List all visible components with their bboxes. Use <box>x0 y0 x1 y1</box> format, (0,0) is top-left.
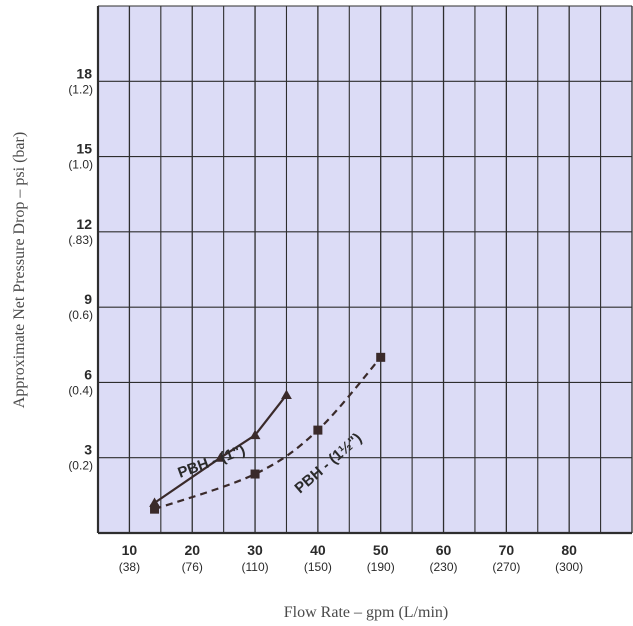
x-tick-label: 70 <box>499 542 515 558</box>
x-tick-sublabel: (190) <box>367 560 395 574</box>
y-tick-label: 9 <box>84 291 92 307</box>
x-tick-sublabel: (110) <box>241 560 268 574</box>
y-tick-label: 18 <box>76 65 92 81</box>
x-tick-label: 50 <box>373 542 389 558</box>
data-point-triangle <box>281 389 292 400</box>
x-tick-sublabel: (230) <box>430 560 458 574</box>
data-point-square <box>150 504 160 514</box>
y-tick-label: 15 <box>76 141 92 157</box>
x-tick-sublabel: (300) <box>555 560 583 574</box>
data-point-triangle <box>249 429 261 440</box>
y-tick-label: 12 <box>76 216 92 232</box>
y-tick-sublabel: (.83) <box>68 233 93 247</box>
x-axis-title: Flow Rate – gpm (L/min) <box>284 604 448 621</box>
x-tick-label: 60 <box>436 542 452 558</box>
series-group <box>149 352 386 514</box>
x-tick-label: 30 <box>247 542 263 558</box>
y-tick-label: 6 <box>84 366 92 382</box>
data-point-triangle <box>149 497 160 507</box>
data-point-square <box>376 352 386 362</box>
x-tick-label: 40 <box>310 542 326 558</box>
x-tick-sublabel: (76) <box>182 560 203 574</box>
y-axis-title: Approximate Net Pressure Drop – psi (bar… <box>11 132 28 408</box>
y-tick-sublabel: (0.4) <box>68 383 93 397</box>
series-line-1 <box>153 394 288 504</box>
data-point-triangle <box>215 452 226 462</box>
y-tick-sublabel: (0.2) <box>68 459 93 473</box>
x-tick-sublabel: (38) <box>119 560 140 574</box>
plot-area <box>98 6 632 533</box>
data-point-square <box>313 425 323 435</box>
y-tick-sublabel: (0.6) <box>68 308 93 322</box>
y-axis-ticks: 3(0.2) 6(0.4) 9(0.6) 12(.83) 15(1.0) 18(1.2) <box>68 65 93 472</box>
x-tick-label: 20 <box>184 542 200 558</box>
x-tick-sublabel: (270) <box>492 560 520 574</box>
x-tick-label: 80 <box>561 542 577 558</box>
y-tick-label: 3 <box>84 442 92 458</box>
grid <box>96 5 633 535</box>
x-tick-sublabel: (150) <box>304 560 332 574</box>
y-tick-sublabel: (1.0) <box>68 158 93 172</box>
y-tick-sublabel: (1.2) <box>68 82 93 96</box>
data-point-square <box>250 469 260 479</box>
x-tick-label: 10 <box>122 542 138 558</box>
x-axis-ticks: 10 (38) 20 (76) 30 (110) 40 (150) 50 (190) 60 (230)… <box>119 542 583 574</box>
